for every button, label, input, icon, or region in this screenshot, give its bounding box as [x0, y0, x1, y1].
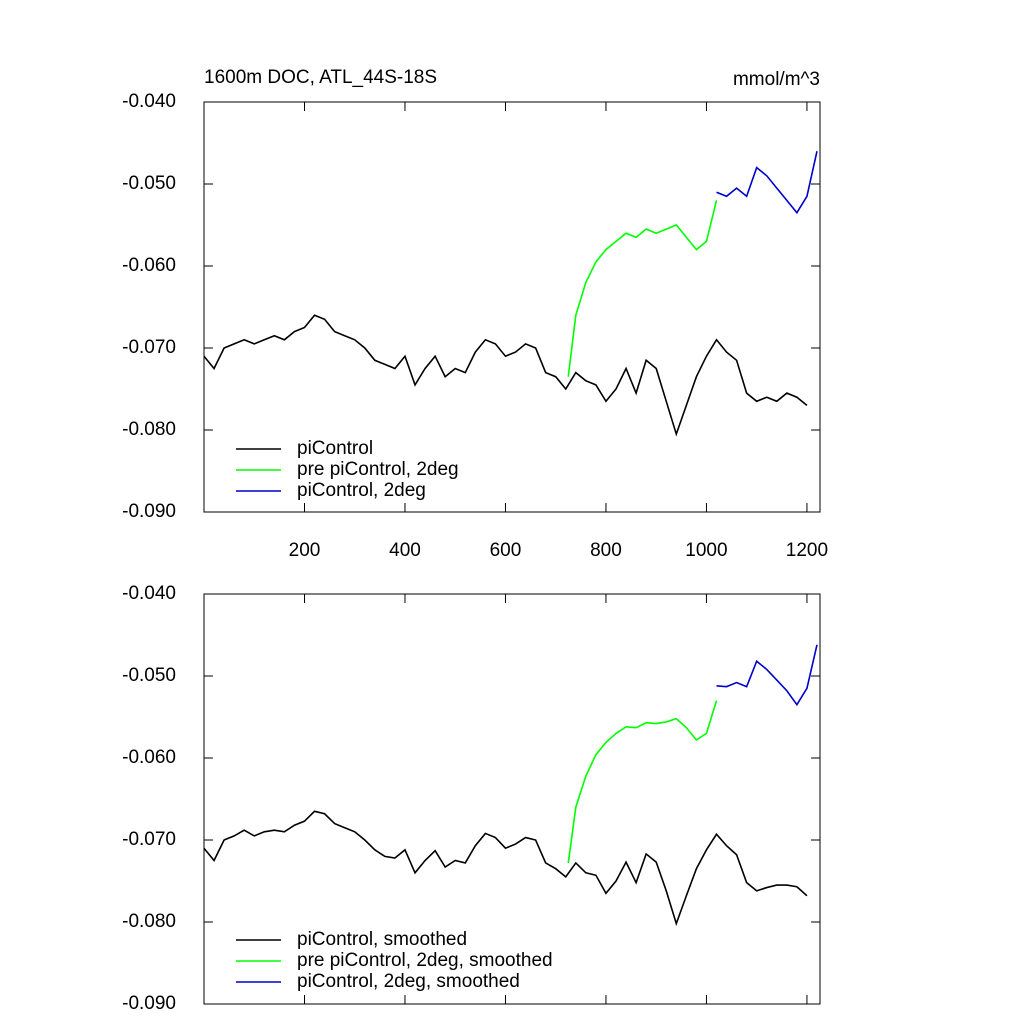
series-line: [567, 700, 718, 864]
series-line: [567, 200, 718, 377]
series-line: [203, 810, 808, 927]
y-tick-label: -0.050: [122, 665, 176, 686]
x-tick-label: 600: [490, 540, 522, 561]
y-tick-label: -0.050: [122, 173, 176, 194]
x-tick-label: 1000: [685, 540, 727, 561]
legend-label: piControl, 2deg, smoothed: [297, 971, 520, 992]
series-line: [203, 314, 808, 437]
plot-frame: [203, 101, 821, 513]
series-line: [716, 151, 818, 215]
y-tick-label: -0.060: [122, 255, 176, 276]
y-tick-label: -0.090: [122, 501, 176, 522]
legend-label: piControl, smoothed: [297, 929, 467, 950]
x-tick-label: 800: [590, 540, 622, 561]
y-tick-label: -0.060: [122, 747, 176, 768]
y-tick-label: -0.040: [122, 91, 176, 112]
x-tick-label: 200: [289, 540, 321, 561]
y-tick-label: -0.080: [122, 419, 176, 440]
y-tick-label: -0.070: [122, 337, 176, 358]
x-tick-label: 1200: [786, 540, 828, 561]
y-tick-label: -0.090: [122, 993, 176, 1014]
legend-label: pre piControl, 2deg, smoothed: [297, 950, 553, 971]
series-line: [716, 644, 818, 707]
y-tick-label: -0.080: [122, 911, 176, 932]
y-tick-label: -0.070: [122, 829, 176, 850]
chart-title: 1600m DOC, ATL_44S-18S: [204, 67, 437, 88]
legend-label: piControl, 2deg: [297, 480, 426, 501]
x-tick-label: 400: [389, 540, 421, 561]
units-label: mmol/m^3: [733, 69, 820, 90]
y-tick-label: -0.040: [122, 583, 176, 604]
plot-frame: [203, 593, 821, 1005]
legend-label: pre piControl, 2deg: [297, 459, 459, 480]
legend-label: piControl: [297, 438, 373, 459]
